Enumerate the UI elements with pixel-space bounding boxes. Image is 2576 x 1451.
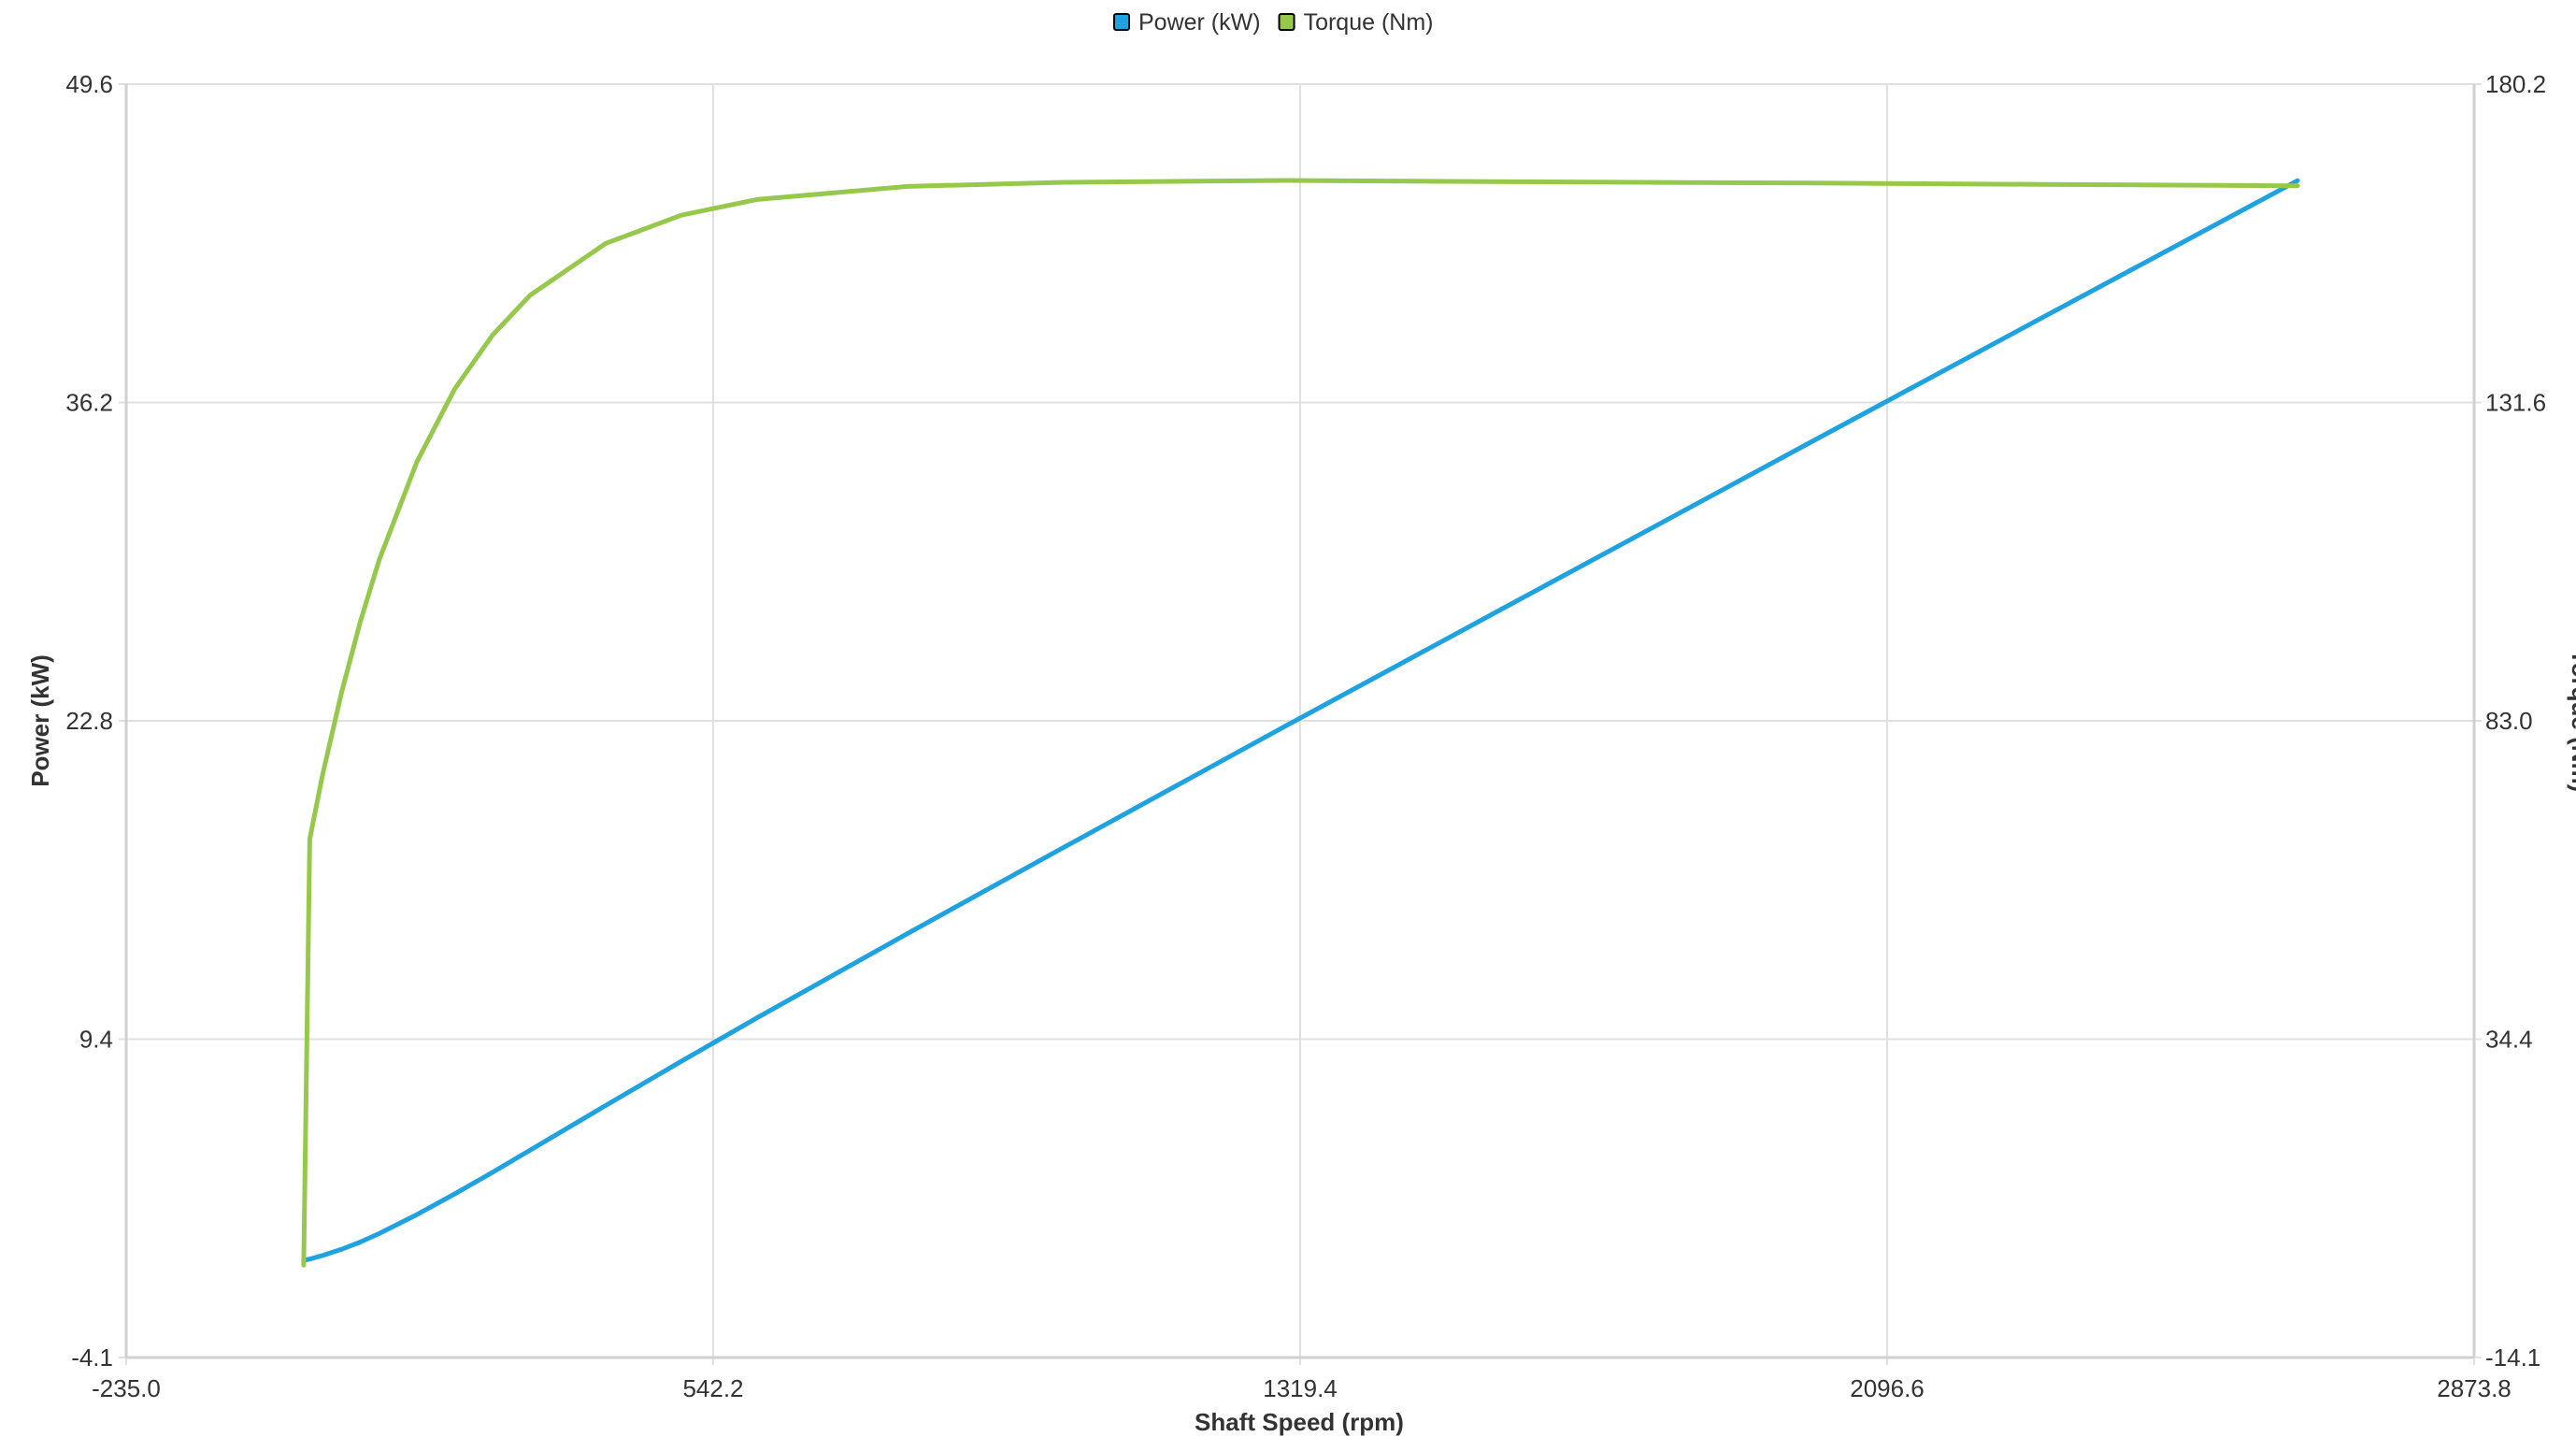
axes: -235.0-4.1 -14.1 542.2 9.4 34.4 1319.4 22.8 83.… [65, 70, 2546, 1402]
y2-tick-label: -14.1 [2485, 1343, 2540, 1372]
y-axis-title: Power (kW) [26, 654, 54, 787]
y-tick-label: -4.1 [71, 1343, 113, 1372]
legend-swatch-torque [1278, 13, 1295, 31]
legend-label-torque[interactable]: Torque (Nm) [1304, 9, 1434, 36]
y2-tick-label: 34.4 [2485, 1026, 2533, 1054]
x-tick-label: -235.0 [92, 1374, 161, 1402]
series-layer [301, 178, 2300, 1268]
y-tick-label: 22.8 [65, 707, 113, 735]
y2-axis-title: Torque (Nm) [2567, 650, 2576, 793]
series-line-torque [301, 178, 2300, 1268]
legend-label-power[interactable]: Power (kW) [1138, 9, 1261, 36]
y2-tick-label: 131.6 [2485, 389, 2546, 417]
grid [119, 83, 2482, 1365]
y-tick-label: 36.2 [65, 389, 113, 417]
y2-tick-label: 180.2 [2485, 70, 2546, 98]
y-tick-label: 49.6 [65, 70, 113, 98]
x-tick-label: 2096.6 [1850, 1374, 1925, 1402]
series-line-power [301, 178, 2300, 1263]
x-tick-label: 542.2 [682, 1374, 743, 1402]
x-tick-label: 1319.4 [1263, 1374, 1338, 1402]
x-tick-label: 2873.8 [2437, 1374, 2512, 1402]
legend[interactable]: Power (kW) Torque (Nm) [1113, 9, 1434, 36]
y2-tick-label: 83.0 [2485, 707, 2533, 735]
legend-swatch-power [1113, 13, 1130, 31]
y-tick-label: 9.4 [79, 1026, 113, 1054]
x-axis-title: Shaft Speed (rpm) [1195, 1408, 1404, 1436]
